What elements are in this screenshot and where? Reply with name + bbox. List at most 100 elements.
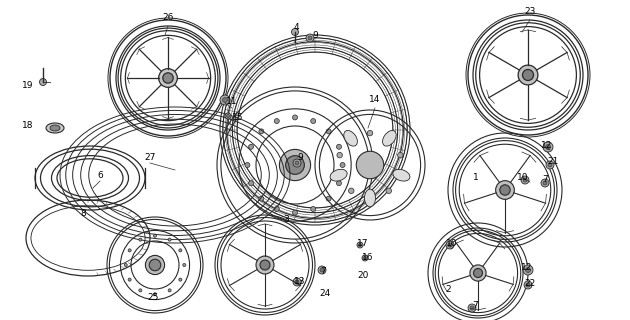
Circle shape bbox=[295, 280, 299, 284]
Circle shape bbox=[320, 268, 324, 272]
Circle shape bbox=[293, 278, 301, 286]
Circle shape bbox=[336, 181, 341, 186]
Circle shape bbox=[249, 144, 253, 149]
Text: 15: 15 bbox=[232, 114, 244, 123]
Text: 4: 4 bbox=[293, 23, 299, 33]
Circle shape bbox=[245, 163, 250, 167]
Ellipse shape bbox=[159, 68, 178, 87]
Text: 10: 10 bbox=[517, 173, 529, 182]
Circle shape bbox=[259, 196, 264, 201]
Ellipse shape bbox=[365, 189, 375, 207]
Circle shape bbox=[128, 278, 131, 281]
Text: 24: 24 bbox=[319, 289, 331, 298]
Circle shape bbox=[40, 78, 47, 85]
Text: 16: 16 bbox=[362, 252, 374, 261]
Circle shape bbox=[311, 118, 316, 124]
Circle shape bbox=[274, 118, 279, 124]
Circle shape bbox=[357, 242, 363, 248]
Circle shape bbox=[398, 152, 403, 158]
Circle shape bbox=[543, 142, 553, 152]
Text: 13: 13 bbox=[294, 277, 306, 286]
Circle shape bbox=[183, 263, 186, 267]
Ellipse shape bbox=[285, 156, 304, 174]
Circle shape bbox=[541, 179, 549, 187]
Circle shape bbox=[227, 115, 229, 117]
Text: 1: 1 bbox=[473, 173, 479, 182]
Circle shape bbox=[220, 95, 230, 105]
Circle shape bbox=[546, 145, 551, 149]
Ellipse shape bbox=[356, 151, 384, 179]
Ellipse shape bbox=[522, 69, 534, 81]
Text: 26: 26 bbox=[163, 13, 174, 22]
Text: 9: 9 bbox=[297, 154, 303, 163]
Text: 27: 27 bbox=[144, 153, 156, 162]
Circle shape bbox=[293, 159, 301, 167]
Circle shape bbox=[362, 255, 368, 261]
Ellipse shape bbox=[279, 149, 311, 180]
Circle shape bbox=[308, 36, 312, 40]
Circle shape bbox=[340, 163, 345, 167]
Circle shape bbox=[326, 196, 331, 201]
Text: 9: 9 bbox=[312, 30, 318, 39]
Circle shape bbox=[446, 241, 454, 249]
Circle shape bbox=[367, 130, 373, 136]
Circle shape bbox=[274, 206, 279, 212]
Circle shape bbox=[526, 283, 530, 287]
Circle shape bbox=[154, 293, 156, 296]
Circle shape bbox=[295, 161, 299, 165]
Circle shape bbox=[386, 188, 391, 194]
Circle shape bbox=[468, 304, 476, 312]
Text: 22: 22 bbox=[524, 278, 536, 287]
Text: 25: 25 bbox=[147, 293, 159, 302]
Circle shape bbox=[337, 152, 343, 158]
Ellipse shape bbox=[146, 255, 164, 275]
Circle shape bbox=[336, 144, 341, 149]
Circle shape bbox=[546, 161, 554, 169]
Circle shape bbox=[168, 289, 171, 292]
Circle shape bbox=[292, 210, 297, 215]
Circle shape bbox=[521, 176, 529, 184]
Circle shape bbox=[524, 281, 532, 289]
Ellipse shape bbox=[330, 169, 347, 181]
Text: 12: 12 bbox=[521, 263, 533, 273]
Circle shape bbox=[470, 306, 474, 310]
Text: 18: 18 bbox=[22, 122, 34, 131]
Circle shape bbox=[358, 244, 362, 246]
Ellipse shape bbox=[163, 73, 173, 83]
Circle shape bbox=[292, 115, 297, 120]
Circle shape bbox=[292, 28, 299, 36]
Text: 19: 19 bbox=[22, 81, 34, 90]
Circle shape bbox=[348, 188, 354, 194]
Ellipse shape bbox=[260, 260, 270, 270]
Text: 7: 7 bbox=[472, 300, 478, 309]
Ellipse shape bbox=[46, 123, 64, 133]
Text: 7: 7 bbox=[542, 175, 548, 185]
Text: 3: 3 bbox=[283, 215, 289, 225]
Circle shape bbox=[168, 238, 171, 241]
Circle shape bbox=[523, 178, 527, 182]
Ellipse shape bbox=[500, 185, 510, 195]
Circle shape bbox=[259, 129, 264, 134]
Circle shape bbox=[139, 238, 142, 241]
Circle shape bbox=[523, 265, 533, 275]
Text: 21: 21 bbox=[547, 157, 559, 166]
Text: 20: 20 bbox=[357, 270, 369, 279]
Ellipse shape bbox=[256, 256, 274, 274]
Ellipse shape bbox=[518, 65, 538, 85]
Text: 23: 23 bbox=[524, 7, 536, 17]
Circle shape bbox=[222, 98, 227, 102]
Ellipse shape bbox=[149, 259, 161, 271]
Circle shape bbox=[179, 249, 182, 252]
Ellipse shape bbox=[393, 169, 410, 181]
Text: 12: 12 bbox=[541, 140, 553, 149]
Ellipse shape bbox=[470, 265, 486, 281]
Circle shape bbox=[249, 181, 253, 186]
Circle shape bbox=[306, 34, 314, 42]
Text: 7: 7 bbox=[320, 268, 326, 276]
Circle shape bbox=[154, 234, 156, 237]
Circle shape bbox=[326, 129, 331, 134]
Ellipse shape bbox=[344, 131, 357, 146]
Circle shape bbox=[128, 249, 131, 252]
Circle shape bbox=[318, 266, 326, 274]
Circle shape bbox=[543, 181, 547, 185]
